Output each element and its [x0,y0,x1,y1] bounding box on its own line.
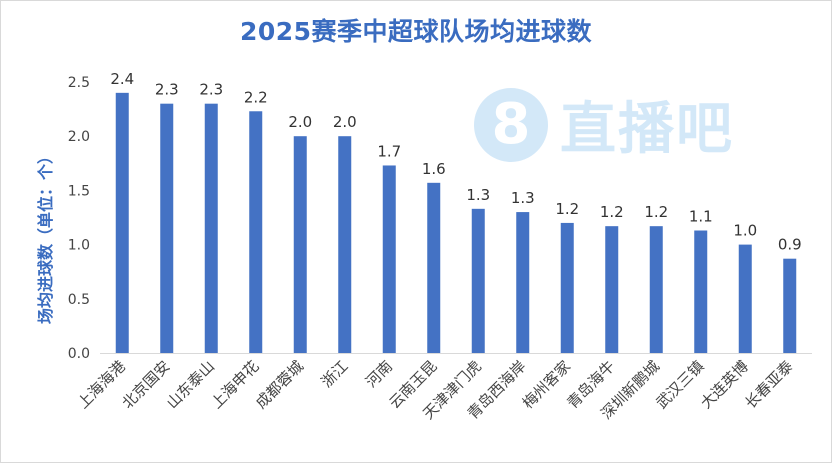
data-label: 1.2 [555,200,579,218]
data-label: 2.3 [199,81,223,99]
bar [204,103,218,354]
bar [560,222,574,353]
data-label: 2.0 [333,113,357,131]
bar [427,182,441,353]
x-tick-label: 河南 [362,357,396,391]
data-label: 2.3 [155,81,179,99]
x-tick-label: 上海申花 [207,357,262,412]
y-tick-label: 1.5 [68,183,90,199]
bar [249,111,263,353]
data-label: 1.7 [377,142,401,160]
bar [738,244,752,353]
watermark-logo: 8 直播吧 [474,84,734,165]
bar [694,230,708,353]
data-label: 1.6 [422,160,446,178]
x-tick-label: 成都蓉城 [252,357,307,412]
bar [471,208,485,353]
bar [783,258,797,353]
bar [516,212,530,353]
bar [115,92,129,353]
x-tick-label: 梅州客家 [519,357,574,412]
y-tick-label: 0.0 [68,346,90,362]
bar [605,226,619,353]
chart-title: 2025赛季中超球队场均进球数 [239,17,593,46]
watermark-badge-icon: 8 [474,87,548,162]
x-tick-label: 上海海港 [74,357,129,412]
data-label: 0.9 [778,236,802,254]
y-tick-label: 2.5 [68,75,90,91]
watermark-text: 直播吧 [560,97,734,162]
x-tick-label: 长春亚泰 [741,357,796,412]
x-tick-label: 浙江 [318,357,352,391]
y-tick-label: 0.5 [68,292,90,308]
x-tick-label: 北京国安 [118,357,173,412]
data-label: 1.1 [689,208,713,226]
bar [338,136,352,353]
data-label: 2.0 [288,113,312,131]
data-label: 2.2 [244,88,268,106]
data-label: 1.2 [644,203,668,221]
data-label: 1.0 [733,222,757,240]
y-tick-label: 1.0 [68,238,90,254]
bar [293,136,307,353]
x-tick-label: 山东泰山 [163,357,218,412]
x-tick-label: 武汉三镇 [652,357,707,412]
bar [160,103,174,354]
x-tick-label: 大连英博 [697,357,752,412]
bar [382,165,396,353]
bar [649,226,663,353]
data-label: 1.3 [466,186,490,204]
data-label: 2.4 [110,70,134,88]
data-label: 1.2 [600,203,624,221]
data-label: 1.3 [511,189,535,207]
y-tick-label: 2.0 [68,129,90,145]
